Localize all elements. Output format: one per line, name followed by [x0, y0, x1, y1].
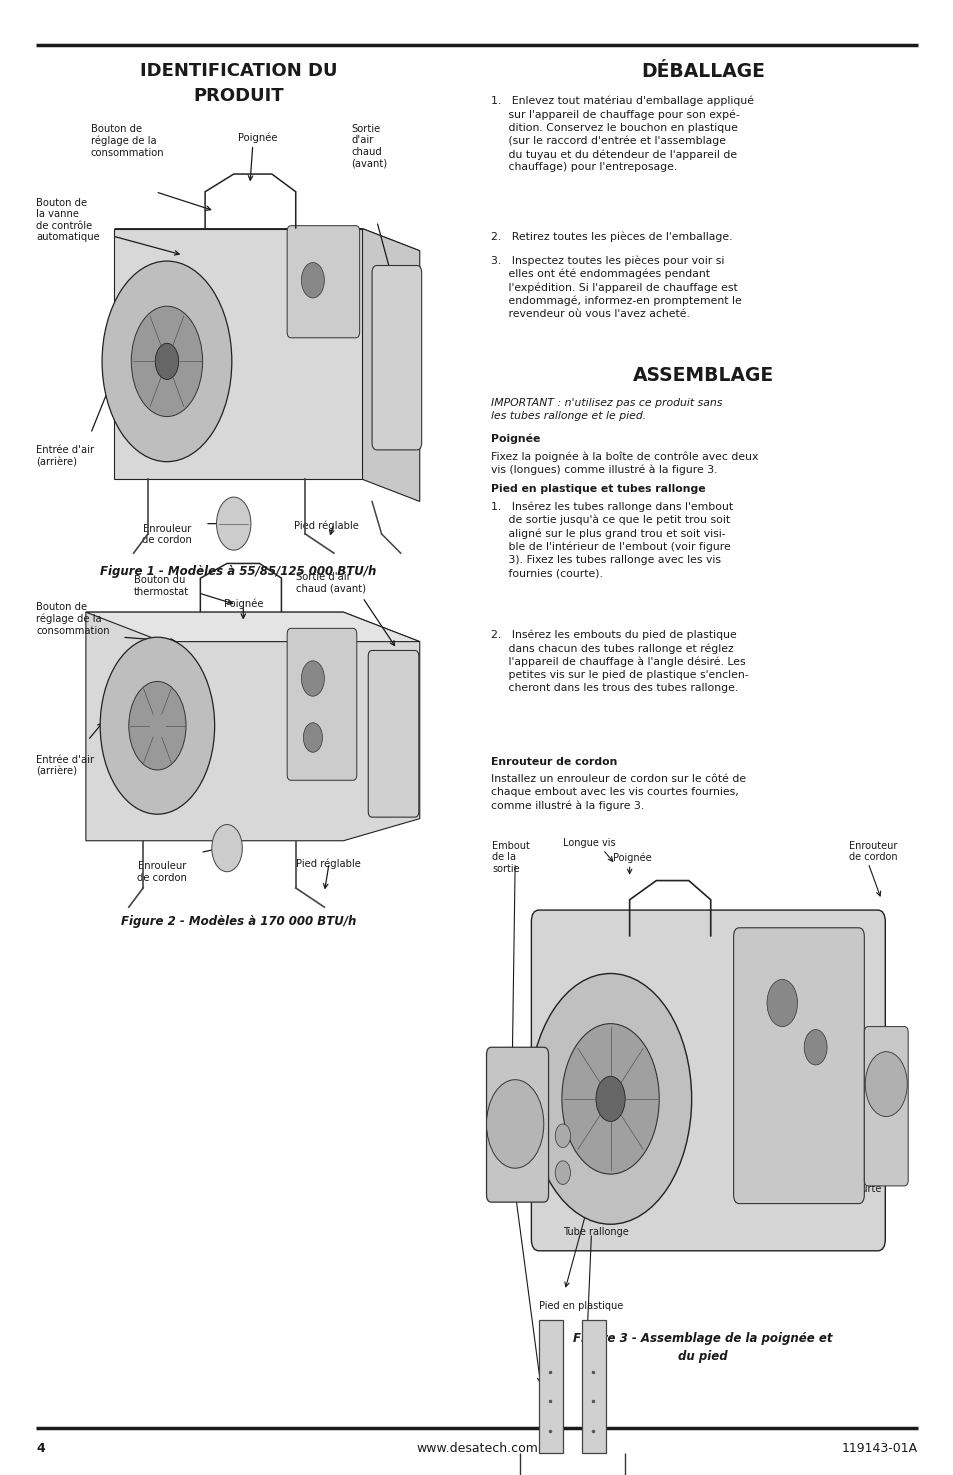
Circle shape — [155, 344, 178, 379]
Circle shape — [486, 1080, 543, 1168]
Text: Bouton de
réglage de la
consommation: Bouton de réglage de la consommation — [91, 124, 164, 158]
Circle shape — [864, 1052, 906, 1117]
Circle shape — [102, 261, 232, 462]
Text: Embout
de la
sortie: Embout de la sortie — [492, 841, 530, 875]
Text: Figure 3 - Assemblage de la poignée et: Figure 3 - Assemblage de la poignée et — [573, 1332, 832, 1345]
Text: Entrée d'air
(arrière): Entrée d'air (arrière) — [36, 755, 94, 777]
Text: Vis
courte: Vis courte — [850, 1173, 882, 1195]
Text: Figure 1 - Modèles à 55/85/125 000 BTU/h: Figure 1 - Modèles à 55/85/125 000 BTU/h — [100, 565, 376, 578]
Circle shape — [216, 497, 251, 550]
Polygon shape — [362, 229, 419, 502]
Text: Entrée d'air
(arrière): Entrée d'air (arrière) — [36, 445, 94, 468]
Text: Sortie d'air
chaud (avant): Sortie d'air chaud (avant) — [295, 572, 365, 594]
Text: 119143-01A: 119143-01A — [841, 1443, 917, 1454]
Text: 1.   Insérez les tubes rallonge dans l'embout
     de sortie jusqu'à ce que le p: 1. Insérez les tubes rallonge dans l'emb… — [491, 502, 733, 578]
Circle shape — [303, 723, 322, 752]
FancyBboxPatch shape — [486, 1047, 548, 1202]
Text: Sortie
d'air
chaud
(avant): Sortie d'air chaud (avant) — [351, 124, 387, 168]
Text: du pied: du pied — [678, 1350, 727, 1363]
Text: DÉBALLAGE: DÉBALLAGE — [640, 62, 764, 81]
Text: 3.   Inspectez toutes les pièces pour voir si
     elles ont été endommagées pen: 3. Inspectez toutes les pièces pour voir… — [491, 255, 741, 319]
Text: Installez un enrouleur de cordon sur le côté de
chaque embout avec les vis court: Installez un enrouleur de cordon sur le … — [491, 774, 745, 811]
Text: Enrouteur de cordon: Enrouteur de cordon — [491, 757, 617, 767]
Text: Pied réglable: Pied réglable — [295, 858, 360, 869]
FancyBboxPatch shape — [368, 650, 418, 817]
Text: Bouton de
la vanne
de contrôle
automatique: Bouton de la vanne de contrôle automatiq… — [36, 198, 100, 242]
Text: Pied réglable: Pied réglable — [294, 521, 358, 531]
Text: 4: 4 — [36, 1443, 45, 1454]
Text: ASSEMBLAGE: ASSEMBLAGE — [632, 366, 773, 385]
Text: Petit
montant: Petit montant — [492, 1180, 534, 1202]
Text: Tube rallonge: Tube rallonge — [562, 1227, 628, 1238]
FancyBboxPatch shape — [581, 1320, 605, 1453]
Circle shape — [212, 825, 242, 872]
Text: Pied en plastique et tubes rallonge: Pied en plastique et tubes rallonge — [491, 484, 705, 494]
Text: Poignée: Poignée — [238, 133, 277, 143]
Text: Enrouleur
de cordon: Enrouleur de cordon — [137, 861, 187, 884]
Text: Pied en plastique: Pied en plastique — [538, 1301, 622, 1311]
Text: IMPORTANT : n'utilisez pas ce produit sans
les tubes rallonge et le pied.: IMPORTANT : n'utilisez pas ce produit sa… — [491, 398, 722, 420]
Text: Enrouleur
de cordon: Enrouleur de cordon — [142, 524, 192, 546]
FancyBboxPatch shape — [372, 266, 421, 450]
Text: 2.   Retirez toutes les pièces de l'emballage.: 2. Retirez toutes les pièces de l'emball… — [491, 232, 732, 242]
Circle shape — [596, 1077, 624, 1121]
Text: Poignée: Poignée — [224, 599, 263, 609]
Text: Fixez la poignée à la boîte de contrôle avec deux
vis (longues) comme illustré à: Fixez la poignée à la boîte de contrôle … — [491, 451, 758, 475]
Text: Bouton du
thermostat: Bouton du thermostat — [133, 575, 189, 597]
Text: 2.   Insérez les embouts du pied de plastique
     dans chacun des tubes rallong: 2. Insérez les embouts du pied de plasti… — [491, 630, 748, 693]
Text: Enrouteur
de cordon: Enrouteur de cordon — [848, 841, 897, 863]
Text: www.desatech.com: www.desatech.com — [416, 1443, 537, 1454]
Circle shape — [766, 979, 797, 1027]
Circle shape — [132, 307, 202, 416]
Polygon shape — [86, 612, 419, 841]
FancyBboxPatch shape — [538, 1320, 562, 1453]
Circle shape — [803, 1030, 826, 1065]
Circle shape — [561, 1024, 659, 1174]
FancyBboxPatch shape — [287, 226, 359, 338]
FancyBboxPatch shape — [287, 628, 356, 780]
Text: Poignée: Poignée — [613, 853, 651, 863]
Polygon shape — [114, 229, 362, 479]
Circle shape — [301, 661, 324, 696]
Circle shape — [529, 974, 691, 1224]
Text: 1.   Enlevez tout matériau d'emballage appliqué
     sur l'appareil de chauffage: 1. Enlevez tout matériau d'emballage app… — [491, 96, 754, 173]
Polygon shape — [86, 612, 419, 642]
FancyBboxPatch shape — [863, 1027, 907, 1186]
Polygon shape — [114, 229, 419, 251]
Text: IDENTIFICATION DU: IDENTIFICATION DU — [139, 62, 337, 80]
Circle shape — [100, 637, 214, 814]
Text: PRODUIT: PRODUIT — [193, 87, 283, 105]
Circle shape — [555, 1161, 570, 1184]
Text: Poignée: Poignée — [491, 434, 540, 444]
FancyBboxPatch shape — [531, 910, 884, 1251]
Circle shape — [555, 1124, 570, 1148]
Text: Longue vis: Longue vis — [562, 838, 615, 848]
FancyBboxPatch shape — [733, 928, 863, 1204]
Text: Bouton de
réglage de la
consommation: Bouton de réglage de la consommation — [36, 602, 110, 636]
Text: Vis d'attache de tube
rallonge (courte): Vis d'attache de tube rallonge (courte) — [570, 1153, 674, 1176]
Circle shape — [301, 263, 324, 298]
Circle shape — [129, 681, 186, 770]
Text: Figure 2 - Modèles à 170 000 BTU/h: Figure 2 - Modèles à 170 000 BTU/h — [121, 914, 355, 928]
